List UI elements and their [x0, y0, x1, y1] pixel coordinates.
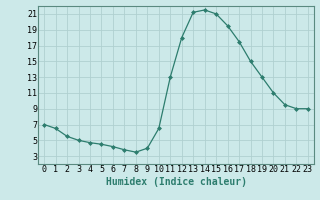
X-axis label: Humidex (Indice chaleur): Humidex (Indice chaleur)	[106, 177, 246, 187]
